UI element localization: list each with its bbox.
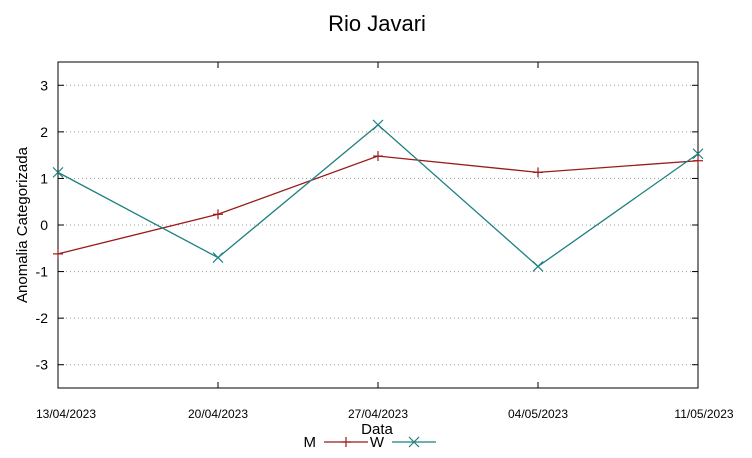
y-tick-label: 0 [40, 217, 48, 233]
x-tick-label: 13/04/2023 [36, 407, 96, 421]
x-tick-label: 27/04/2023 [348, 407, 408, 421]
x-tick-label: 20/04/2023 [188, 407, 248, 421]
legend-marker [341, 437, 351, 447]
data-point-w [212, 252, 224, 264]
series-line-m [57, 155, 699, 255]
data-point-w [372, 119, 384, 131]
x-axis-label: Data [361, 421, 393, 438]
legend-item-m: M [304, 434, 368, 451]
x-tick-label: 04/05/2023 [508, 407, 568, 421]
data-point-m [213, 209, 223, 220]
chart-title: Rio Javari [328, 11, 426, 36]
y-tick-label: 1 [40, 170, 48, 186]
legend-item-w: W [370, 434, 436, 451]
y-tick-label: -3 [36, 357, 49, 373]
data-point-w [692, 148, 704, 160]
data-point-m [53, 248, 63, 259]
y-tick-label: -1 [36, 264, 49, 280]
grid-lines [58, 84, 698, 366]
data-point-m [693, 155, 703, 166]
data-point-w [532, 261, 544, 272]
y-axis-label: Anomalia Categorizada [14, 146, 31, 303]
x-axis-ticks: 13/04/2023 20/04/2023 27/04/2023 04/05/2023… [36, 62, 734, 421]
x-tick-label: 11/05/2023 [674, 407, 733, 421]
series-line-w [57, 124, 699, 268]
legend-label: W [370, 434, 385, 451]
data-point-w [52, 166, 64, 178]
y-tick-label: -2 [36, 310, 49, 326]
legend-label: M [304, 434, 317, 451]
y-tick-label: 2 [40, 124, 48, 140]
y-tick-label: 3 [40, 77, 48, 93]
series-layer [52, 119, 704, 272]
y-axis-ticks: 3 2 1 0 -1 -2 -3 [36, 77, 698, 373]
data-point-m [533, 167, 543, 178]
legend-marker [408, 436, 420, 448]
data-point-m [373, 151, 383, 162]
